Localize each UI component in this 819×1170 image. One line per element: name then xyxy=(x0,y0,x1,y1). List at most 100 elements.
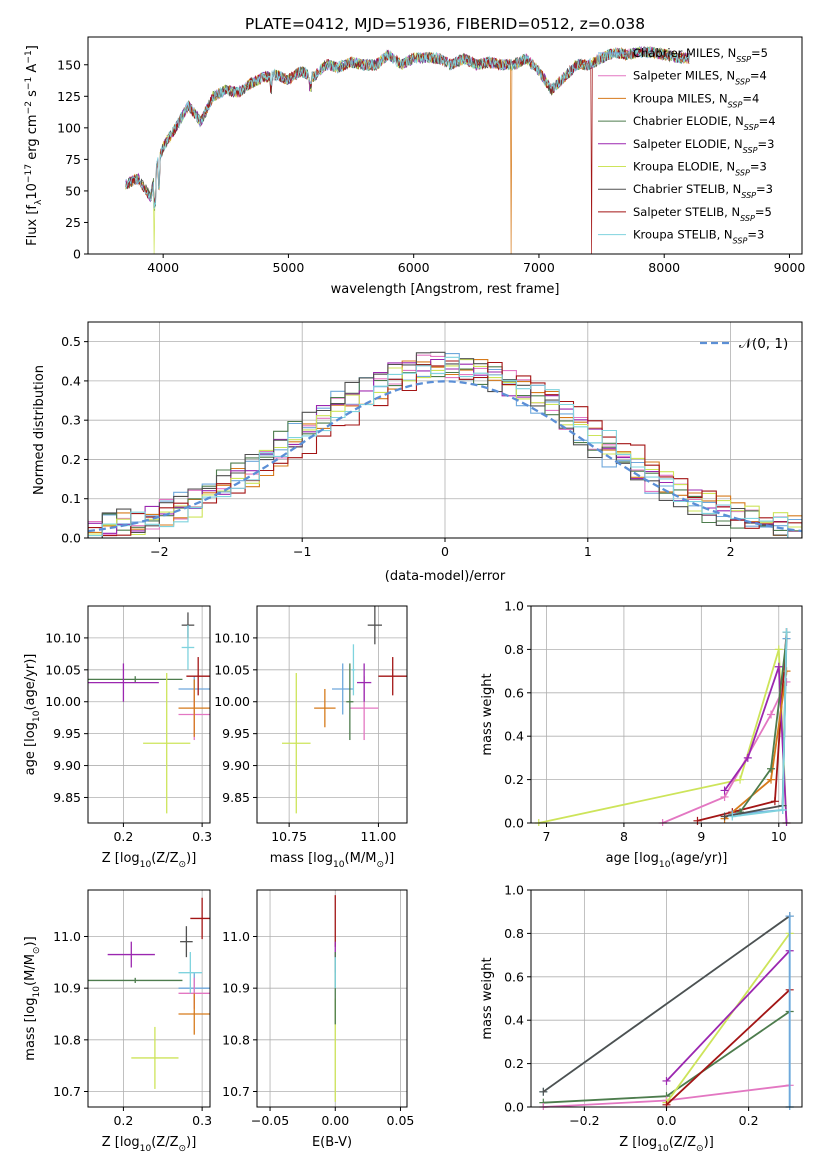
tick-label-y: 0.6 xyxy=(504,969,524,984)
series-k_elodie xyxy=(662,929,794,1107)
axes-frame xyxy=(87,321,803,539)
y-axis-label: Normed distribution xyxy=(32,365,47,495)
tick-label-y: 9.85 xyxy=(53,790,81,805)
tick-label-y: 25 xyxy=(65,215,81,230)
errorbar-point-k_miles xyxy=(314,688,336,728)
series-marker xyxy=(662,1076,671,1085)
series-line xyxy=(724,670,788,820)
errorbar-point-k_stelib xyxy=(178,952,203,994)
chart-mass_vs_ebv: −0.05 0.00 0.05 10.7 10.8 10.9 11.0 E(B-V) xyxy=(222,889,414,1150)
tick-label-x: 0.3 xyxy=(192,1113,212,1128)
plot-area xyxy=(88,351,802,538)
tick-label-y: 11.0 xyxy=(53,929,81,944)
histogram-s_miles xyxy=(88,354,802,535)
axes-frame xyxy=(87,36,803,255)
series-marker xyxy=(728,812,737,821)
tick-label-y: 11.0 xyxy=(222,929,250,944)
spectrum-line-s_miles xyxy=(125,46,690,210)
tick-label-y: 10.7 xyxy=(222,1084,250,1099)
tick-label-y: 0.2 xyxy=(504,1056,524,1071)
errorbar-point-k_elodie xyxy=(143,673,191,814)
series-marker xyxy=(785,912,794,921)
plot-area xyxy=(534,628,791,826)
legend-label: Chabrier ELODIE, NSSP=4 xyxy=(633,114,776,132)
axes-frame xyxy=(256,605,408,824)
spectrum-line-c_miles xyxy=(125,45,690,207)
tick-label-x: 8000 xyxy=(648,260,680,275)
series-line xyxy=(724,631,788,818)
x-axis-label: E(B-V) xyxy=(312,1135,352,1150)
x-axis-label: (data-model)/error xyxy=(385,569,506,584)
errorbar-point-c_stelib xyxy=(367,606,382,645)
legend-label: 𝒩(0, 1) xyxy=(739,336,788,352)
legend-label: Chabrier STELIB, NSSP=3 xyxy=(633,182,773,200)
errorbar-point-s_elodie xyxy=(107,941,155,968)
plot-area xyxy=(88,612,210,814)
spectrum-line-k_stelib xyxy=(125,46,690,210)
tick-label-y: 0.3 xyxy=(61,413,81,428)
tick-label-y: 0 xyxy=(73,247,81,262)
tick-label-y: 0.6 xyxy=(504,685,524,700)
x-axis-label: mass [log10(M/M⊙)] xyxy=(270,851,394,870)
errorbar-point-s_stelib xyxy=(186,657,210,696)
spectrum-line-c_elodie xyxy=(125,46,690,211)
tick-label-y: 0.2 xyxy=(61,452,81,467)
y-axis-label: mass [log10(M/M⊙)] xyxy=(23,936,42,1060)
errorbar-point-k_stelib xyxy=(351,644,356,696)
series-line xyxy=(542,915,791,1093)
tick-label-x: 1 xyxy=(584,544,592,559)
spectrum-line-s_stelib xyxy=(125,46,690,254)
tick-label-x: 7 xyxy=(543,829,551,844)
legend: Chabrier MILES, NSSP=5 Salpeter MILES, NS… xyxy=(598,46,776,245)
histogram-s_elodie xyxy=(88,358,802,538)
histogram-k_miles xyxy=(88,359,802,538)
y-axis-label: Flux [fλ10−17 erg cm−2 s−1 A−1] xyxy=(24,45,44,246)
tick-label-y: 9.90 xyxy=(222,758,250,773)
tick-label-y: 0.4 xyxy=(504,1013,524,1028)
tick-label-y: 0.8 xyxy=(504,642,524,657)
tick-label-y: 0.1 xyxy=(61,491,81,506)
legend-label: Salpeter ELODIE, NSSP=3 xyxy=(633,137,774,155)
series-marker xyxy=(539,1087,548,1096)
tick-label-y: 10.8 xyxy=(222,1032,250,1047)
tick-label-x: 0.2 xyxy=(113,1113,133,1128)
series-marker xyxy=(770,797,779,806)
axes-frame xyxy=(530,605,803,824)
series-marker xyxy=(767,775,776,784)
tick-label-y: 10.00 xyxy=(45,694,81,709)
axes-frame xyxy=(530,889,803,1108)
series-k_stelib xyxy=(728,628,791,821)
tick-label-x: 2 xyxy=(727,544,735,559)
chart-title: PLATE=0412, MJD=51936, FIBERID=0512, z=0… xyxy=(245,15,645,33)
tick-label-y: 9.95 xyxy=(53,726,81,741)
tick-label-y: 75 xyxy=(65,152,81,167)
series-marker xyxy=(743,753,752,762)
tick-label-y: 10.05 xyxy=(214,662,250,677)
series-marker xyxy=(693,816,702,825)
chart-age_vs_Z: 0.2 0.3 9.85 9.90 9.95 10.00 10.05 10.10 Z [log1… xyxy=(23,605,212,870)
x-axis-label: wavelength [Angstrom, rest frame] xyxy=(331,282,560,297)
errorbar-point-s_elodie xyxy=(357,663,372,702)
tick-label-x: 10.75 xyxy=(271,829,307,844)
legend-label: Salpeter STELIB, NSSP=5 xyxy=(633,205,772,223)
tick-label-y: 10.10 xyxy=(214,630,250,645)
y-axis-label: mass weight xyxy=(480,957,495,1039)
chart-spectrum: 4000 5000 6000 7000 8000 9000 0 25 50 75 100 125 150… xyxy=(24,15,805,297)
errorbar-point-k_elodie xyxy=(131,1026,179,1089)
errorbar-point-c_elodie xyxy=(88,676,183,683)
series-marker xyxy=(767,710,776,719)
tick-label-x: −2 xyxy=(150,544,168,559)
tick-label-y: 10.10 xyxy=(45,630,81,645)
chart-mass_vs_Z: 0.2 0.3 10.7 10.8 10.9 11.0 Z [log10(Z/Z⊙)] mas… xyxy=(23,889,212,1154)
tick-label-y: 0.8 xyxy=(504,926,524,941)
axes-frame xyxy=(87,605,211,824)
tick-label-y: 1.0 xyxy=(504,883,524,898)
tick-label-y: 0.4 xyxy=(504,729,524,744)
legend: 𝒩(0, 1) xyxy=(700,336,788,352)
histogram-c_elodie xyxy=(88,364,802,538)
series-marker xyxy=(767,764,776,773)
plot-area xyxy=(282,606,407,814)
legend-label: Chabrier MILES, NSSP=5 xyxy=(633,46,768,64)
spectrum-line-s_elodie xyxy=(125,46,690,206)
tick-label-y: 150 xyxy=(57,57,81,72)
